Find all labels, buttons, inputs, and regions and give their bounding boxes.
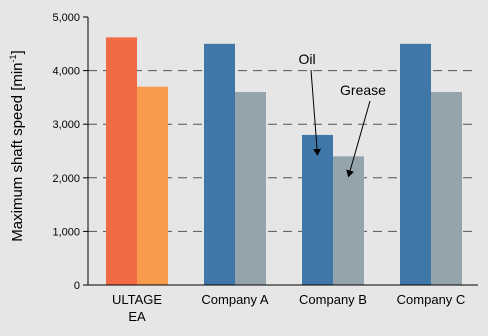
bar-oil bbox=[302, 134, 333, 285]
bars bbox=[106, 37, 462, 286]
bar-grease bbox=[431, 92, 462, 285]
bar-grease bbox=[235, 92, 266, 285]
x-tick-label: Company B bbox=[299, 292, 367, 307]
y-tick-label: 3,000 bbox=[52, 119, 80, 131]
x-tick-label: Company C bbox=[397, 292, 466, 307]
annotation-arrow bbox=[310, 69, 322, 156]
annotations: Oil Grease bbox=[298, 51, 386, 178]
bar-oil bbox=[400, 43, 431, 285]
bar-grease bbox=[137, 86, 168, 286]
y-tick-labels: 0 1,000 2,000 3,000 4,000 5,000 bbox=[52, 12, 88, 292]
x-tick-labels: ULTAGE EA Company A Company B Company C bbox=[112, 292, 465, 324]
bar-oil bbox=[106, 37, 137, 286]
y-tick-label: 1,000 bbox=[52, 226, 80, 238]
x-tick-label: Company A bbox=[201, 292, 269, 307]
annotation-label: Oil bbox=[298, 51, 315, 67]
y-axis-label-superscript: -1 bbox=[8, 54, 18, 62]
y-tick-label: 5,000 bbox=[52, 12, 80, 24]
x-tick-label: ULTAGE bbox=[112, 292, 162, 307]
y-tick-label: 4,000 bbox=[52, 66, 80, 78]
annotation-label: Grease bbox=[340, 82, 386, 98]
y-axis-label: Maximum shaft speed [min-1] bbox=[8, 50, 26, 241]
y-tick-label: 0 bbox=[74, 280, 80, 292]
y-tick-label: 2,000 bbox=[52, 173, 80, 185]
bar-grease bbox=[333, 156, 364, 285]
x-tick-label-line2: EA bbox=[128, 309, 146, 324]
bar-oil bbox=[204, 43, 235, 285]
annotation-arrow bbox=[346, 100, 371, 178]
y-axis-label-suffix: ] bbox=[9, 50, 26, 54]
